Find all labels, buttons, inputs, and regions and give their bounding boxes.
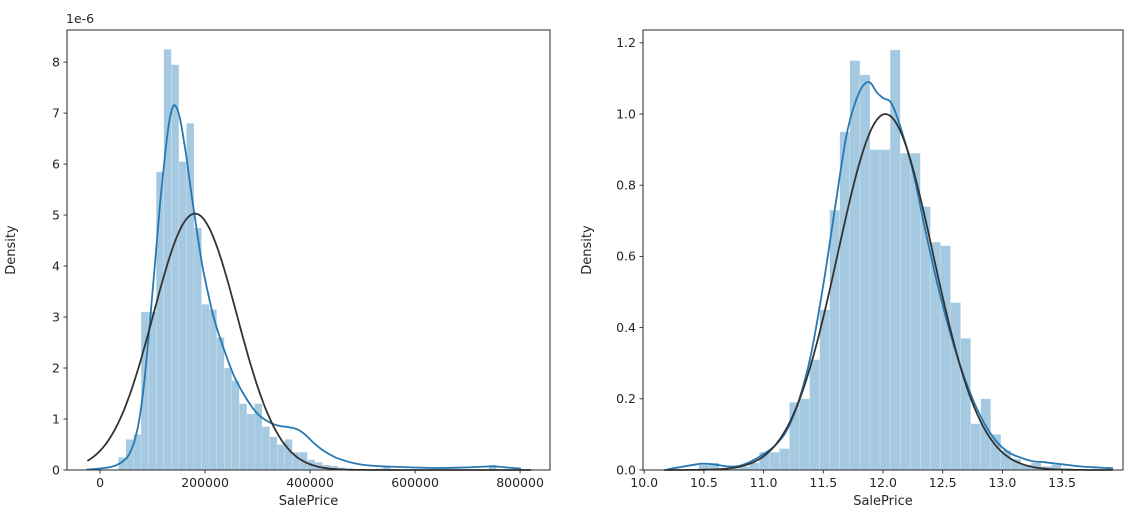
y-tick-label: 0.8	[616, 178, 636, 193]
kde-curve	[667, 81, 1114, 471]
histogram-bar	[186, 123, 195, 471]
y-tick-label: 0.4	[616, 320, 636, 335]
y-axis: 0 1 2 3 4 5 6 7 8	[52, 54, 67, 477]
y-tick-label: 4	[52, 258, 60, 273]
x-axis: 0 200000 400000 600000 800000	[96, 470, 544, 490]
histogram-bar	[171, 64, 180, 471]
y-tick-label: 1.0	[616, 106, 636, 121]
histogram-bars	[698, 49, 1072, 471]
x-tick-label: 10.0	[630, 475, 658, 490]
histogram-bar	[960, 338, 971, 471]
y-tick-label: 0.0	[616, 462, 636, 477]
histogram-bar	[246, 413, 255, 471]
histogram-bar	[900, 152, 911, 471]
histogram-bar	[779, 448, 790, 471]
right-distplot-panel: 10.0 10.5 11.0 11.5 12.0 12.5 13.0 13.50.00.20.…	[580, 29, 1124, 509]
histogram-bar	[231, 380, 240, 471]
x-tick-label: 12.0	[869, 475, 897, 490]
x-tick-label: 400000	[286, 475, 334, 490]
histogram-bar	[839, 131, 851, 471]
histogram-bar	[819, 309, 830, 471]
y-tick-label: 7	[52, 105, 60, 120]
x-tick-label: 13.5	[1048, 475, 1076, 490]
histogram-bar	[148, 311, 157, 471]
histogram-bars	[118, 49, 497, 471]
histogram-bar	[879, 149, 891, 471]
histogram-bar	[239, 403, 248, 471]
histogram-bar	[201, 304, 210, 471]
histogram-bar	[284, 439, 293, 471]
x-tick-label: 13.0	[988, 475, 1016, 490]
histogram-bar	[970, 423, 981, 471]
histogram-bar	[799, 398, 810, 471]
histogram-bar	[849, 60, 861, 471]
y-axis-offset-text: 1e-6	[66, 11, 94, 26]
y-axis-label: Density	[580, 225, 595, 275]
histogram-bar	[276, 444, 285, 471]
y-tick-label: 1	[52, 411, 60, 426]
histogram-bar	[261, 426, 270, 471]
y-tick-label: 8	[52, 54, 60, 69]
histogram-bar	[980, 398, 991, 471]
histogram-bar	[216, 337, 225, 471]
x-tick-label: 12.5	[929, 475, 957, 490]
y-tick-label: 1.2	[616, 35, 636, 50]
histogram-bar	[950, 302, 961, 471]
y-axis: 0.0 0.2 0.4 0.6 0.8 1.0 1.2	[616, 35, 643, 477]
x-tick-label: 10.5	[690, 475, 718, 490]
x-tick-label: 0	[96, 475, 104, 490]
x-tick-label: 200000	[181, 475, 229, 490]
histogram-bar	[869, 149, 881, 471]
histogram-bar	[809, 359, 820, 471]
histogram-bar	[769, 452, 780, 471]
histogram-bar	[269, 436, 278, 471]
histogram-bar	[224, 367, 232, 471]
x-tick-label: 800000	[496, 475, 544, 490]
x-axis-label: SalePrice	[853, 494, 913, 509]
y-tick-label: 6	[52, 156, 60, 171]
y-tick-label: 2	[52, 360, 60, 375]
y-tick-label: 5	[52, 207, 60, 222]
y-tick-label: 0	[52, 462, 60, 477]
axes-frame	[66, 29, 551, 471]
y-tick-label: 0.6	[616, 249, 636, 264]
left-distplot-panel: 0 200000 400000 600000 800000 0 1 2 3 4 5 6 7 8 1e-6 Sa…	[4, 11, 551, 509]
histogram-bar	[156, 171, 164, 471]
x-axis-label: SalePrice	[279, 494, 339, 509]
normal-fit-curve	[663, 113, 1114, 471]
x-tick-label: 600000	[391, 475, 439, 490]
histogram-bar	[940, 245, 951, 471]
y-tick-label: 0.2	[616, 391, 636, 406]
histogram-bar	[208, 309, 217, 471]
y-tick-label: 3	[52, 309, 60, 324]
y-axis-label: Density	[4, 225, 19, 275]
histogram-bar	[178, 161, 187, 471]
x-axis: 10.0 10.5 11.0 11.5 12.0 12.5 13.0 13.5	[630, 470, 1076, 490]
x-tick-label: 11.0	[750, 475, 778, 490]
kde-curve	[86, 104, 521, 471]
x-tick-label: 11.5	[809, 475, 837, 490]
histogram-bar	[193, 227, 202, 471]
